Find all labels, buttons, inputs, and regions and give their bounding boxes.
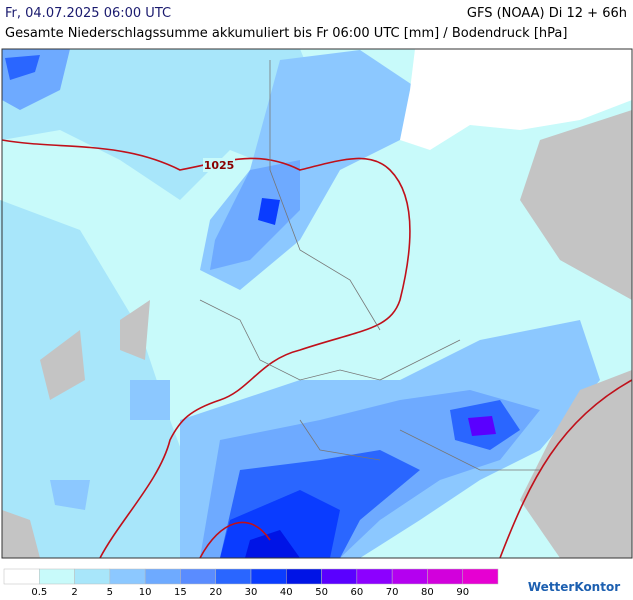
masked-land xyxy=(2,510,40,558)
legend-label: 15 xyxy=(174,587,187,598)
legend-swatch xyxy=(215,568,252,585)
legend-swatch xyxy=(109,568,146,585)
precip-area xyxy=(258,198,280,225)
title: Fr, 04.07.2025 06:00 UTC xyxy=(5,6,172,21)
masked-land xyxy=(40,330,85,400)
legend-swatch xyxy=(321,568,358,585)
legend-swatch xyxy=(286,568,322,585)
isobar xyxy=(199,521,271,559)
legend-label: 40 xyxy=(280,587,293,598)
legend-swatch xyxy=(74,568,111,585)
map: 1025 xyxy=(0,48,633,559)
isobar-label: 1025 xyxy=(204,159,235,172)
legend-swatch xyxy=(3,568,40,585)
legend-swatch xyxy=(462,568,499,585)
precip-area xyxy=(5,55,40,80)
legend-swatch xyxy=(427,568,463,585)
masked-land xyxy=(520,110,632,300)
sea xyxy=(400,49,632,150)
legend-label: 20 xyxy=(209,587,222,598)
subtitle: Gesamte Niederschlagssumme akkumuliert b… xyxy=(5,26,568,41)
masked-land xyxy=(520,370,632,558)
legend-swatch xyxy=(39,568,75,585)
legend-swatch xyxy=(144,568,181,585)
legend-label: 0.5 xyxy=(31,587,47,598)
precip-area xyxy=(2,49,330,200)
legend-swatch xyxy=(250,568,287,585)
legend-label: 60 xyxy=(350,587,363,598)
legend-swatch xyxy=(356,568,393,585)
model-run: GFS (NOAA) Di 12 + 66h xyxy=(466,6,627,21)
precip-area xyxy=(50,480,90,510)
legend-label: 10 xyxy=(139,587,152,598)
precip-area xyxy=(245,530,300,558)
isobar xyxy=(499,379,633,559)
legend-label: 70 xyxy=(386,587,399,598)
precip-area xyxy=(0,200,200,558)
legend-label: 2 xyxy=(71,587,77,598)
legend-label: 30 xyxy=(245,587,258,598)
legend-swatch xyxy=(180,568,216,585)
brand: WetterKontor xyxy=(528,580,620,594)
precip-area xyxy=(468,416,496,436)
legend-label: 80 xyxy=(421,587,434,598)
legend-label: 5 xyxy=(107,587,113,598)
masked-land xyxy=(120,300,150,360)
isobar xyxy=(1,139,411,559)
precip-area xyxy=(130,380,170,420)
border xyxy=(199,60,540,471)
legend: 0.5 2 5 10 15 20 30 40 50 60 70 80 90 xyxy=(3,568,499,598)
legend-label: 90 xyxy=(456,587,469,598)
legend-swatch xyxy=(391,568,428,585)
precip-area xyxy=(210,160,300,270)
legend-label: 50 xyxy=(315,587,328,598)
map-frame xyxy=(1,48,633,559)
isobar-label-bg xyxy=(203,158,235,172)
